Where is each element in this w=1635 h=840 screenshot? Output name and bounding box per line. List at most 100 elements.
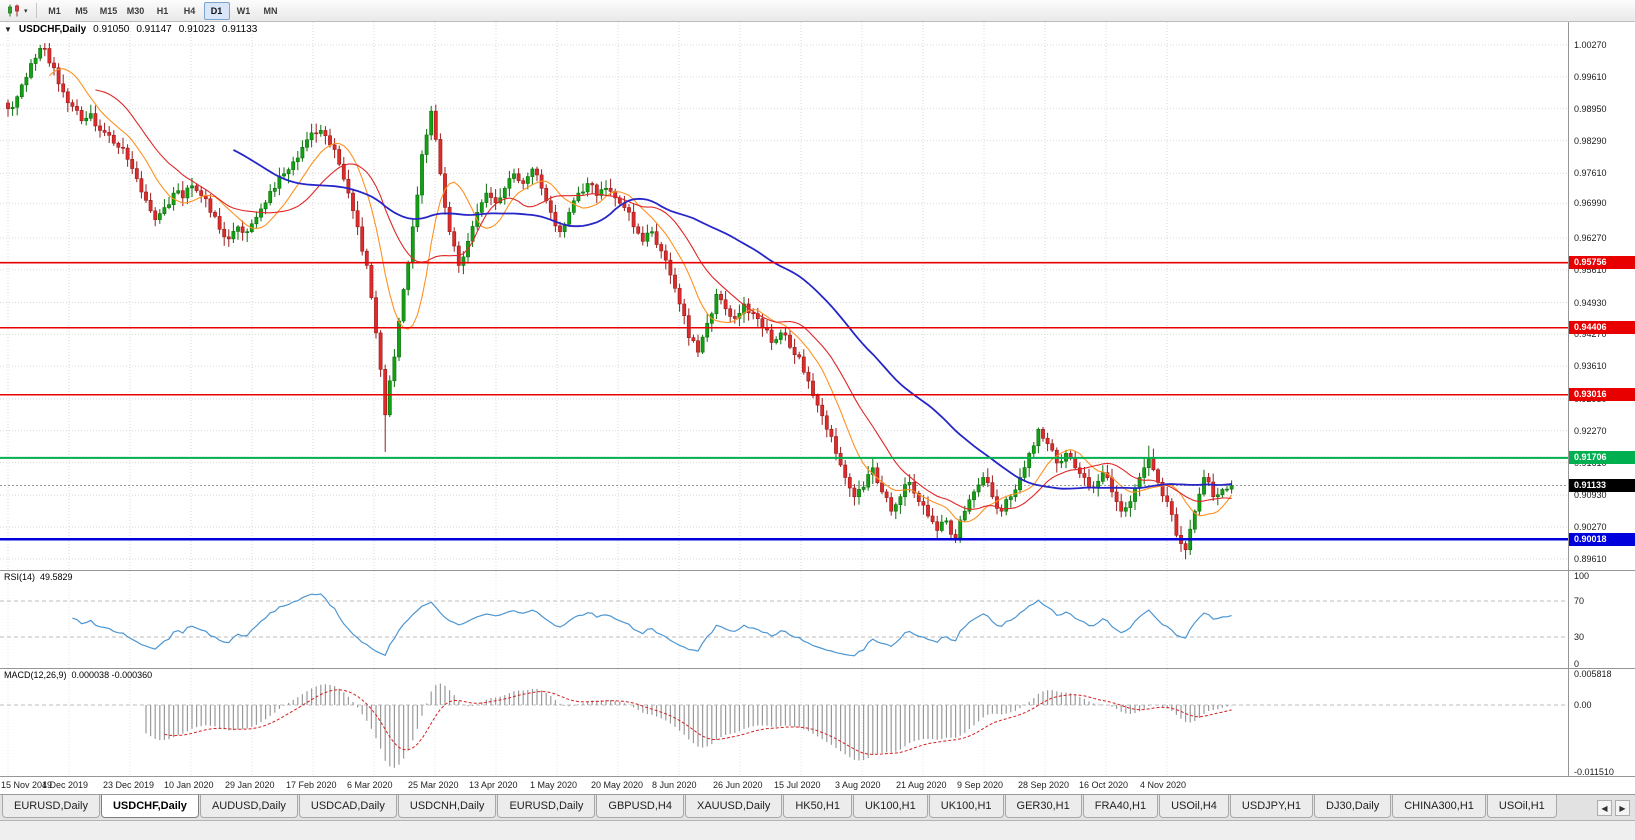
chart-tab-6-gbpusd-h4[interactable]: GBPUSD,H4 [596,795,684,818]
chart-tab-9-uk100-h1[interactable]: UK100,H1 [852,795,928,818]
price-tag: 0.94406 [1569,321,1635,334]
date-label: 17 Feb 2020 [286,780,337,790]
price-axis[interactable]: 1.00270 0.99610 0.98950 0.98290 0.97610 0.969… [1568,22,1635,570]
date-label: 23 Dec 2019 [103,780,155,790]
price-tag: 0.90018 [1569,533,1635,546]
date-label: 16 Oct 2020 [1079,780,1129,790]
date-label: 13 Apr 2020 [469,780,518,790]
date-label: 25 Mar 2020 [408,780,459,790]
candlestick-chart-icon [8,4,19,17]
tab-scroll-controls: ◀ ▶ [1594,798,1633,818]
axis-label: 0.90930 [1574,490,1607,500]
chart-tab-12-fra40-h1[interactable]: FRA40,H1 [1082,795,1159,818]
tab-scroll-right-icon[interactable]: ▶ [1615,800,1630,816]
timeframe-button-m5[interactable]: M5 [75,5,88,16]
axis-label: 0.96990 [1574,198,1607,208]
date-label: 28 Sep 2020 [1018,780,1070,790]
low-value: 0.91023 [178,24,215,35]
axis-label: 0.005818 [1574,669,1612,679]
macd-title: MACD(12,26,9) 0.000038 -0.000360 [4,670,152,680]
price-tag: 0.91133 [1569,479,1635,492]
macd-label: MACD(12,26,9) [4,670,67,680]
timeframe-button-h1[interactable]: H1 [156,5,169,16]
axis-label: 0.96270 [1574,233,1607,243]
timeframe-button-mn[interactable]: MN [263,5,278,16]
rsi-chart-svg [0,571,1568,668]
macd-chart-svg [0,669,1568,776]
axis-label: 0.94930 [1574,298,1607,308]
rsi-title: RSI(14) 49.5829 [4,572,73,582]
axis-label: 0.94270 [1574,329,1607,339]
axis-label: 30 [1574,632,1585,642]
timeframe-button-m1[interactable]: M1 [48,5,61,16]
axis-label: 0.92270 [1574,426,1607,436]
chart-tab-16-china300-h1[interactable]: CHINA300,H1 [1392,795,1486,818]
axis-label: 0.97610 [1574,168,1607,178]
axis-label: 0.00 [1574,700,1592,710]
one-click-trading-icon[interactable]: ▼ [4,25,12,34]
timeframe-button-w1[interactable]: W1 [236,5,251,16]
chart-tab-5-eurusd-daily[interactable]: EURUSD,Daily [497,795,596,818]
macd-chart[interactable]: MACD(12,26,9) 0.000038 -0.000360 [0,669,1568,776]
time-axis[interactable]: 15 Nov 2019 4 Dec 2019 23 Dec 2019 10 Jan 2… [0,776,1635,794]
dropdown-caret-icon: ▾ [24,7,28,15]
timeframe-button-m30[interactable]: M30 [126,5,145,16]
date-label: 4 Nov 2020 [1140,780,1187,790]
date-label: 4 Dec 2019 [42,780,89,790]
chart-window: ▼ USDCHF,Daily 0.91050 0.91147 0.91023 0… [0,22,1635,794]
axis-label: 0.99610 [1574,72,1607,82]
date-label: 1 May 2020 [530,780,578,790]
chart-tabs-bar: EURUSD,Daily USDCHF,Daily AUDUSD,Daily USDC… [0,794,1635,820]
axis-label: 70 [1574,596,1585,606]
rsi-chart[interactable]: RSI(14) 49.5829 [0,571,1568,668]
chart-tab-13-usoil-h4[interactable]: USOil,H4 [1159,795,1229,818]
chart-tab-4-usdcnh-daily[interactable]: USDCNH,Daily [397,795,497,818]
chart-tab-0-eurusd-daily[interactable]: EURUSD,Daily [2,795,100,818]
chart-tab-10-uk100-h1[interactable]: UK100,H1 [928,795,1004,818]
axis-label: 0.90270 [1574,522,1607,532]
rsi-value: 49.5829 [40,572,73,582]
chart-tab-11-ger30-h1[interactable]: GER30,H1 [1004,795,1082,818]
axis-label: 100 [1574,571,1590,581]
rsi-label: RSI(14) [4,572,36,582]
status-bar [0,820,1635,840]
high-value: 0.91147 [136,24,172,35]
axis-label: 0.98290 [1574,136,1607,146]
date-label: 15 Jul 2020 [774,780,821,790]
axis-label: 0.98950 [1574,104,1607,114]
macd-pane: MACD(12,26,9) 0.000038 -0.000360 0.00581… [0,668,1635,777]
tab-scroll-left-icon[interactable]: ◀ [1597,800,1612,816]
open-value: 0.91050 [93,24,130,35]
axis-label: 0.89610 [1574,554,1607,564]
chart-tab-2-audusd-daily[interactable]: AUDUSD,Daily [199,795,298,818]
chart-tab-8-hk50-h1[interactable]: HK50,H1 [783,795,852,818]
close-value: 0.91133 [221,24,258,35]
price-chart[interactable]: ▼ USDCHF,Daily 0.91050 0.91147 0.91023 0… [0,22,1568,570]
chart-type-button[interactable]: ▾ [4,3,31,18]
rsi-axis[interactable]: 100 70 30 0 [1568,571,1635,669]
timeframe-button-m15[interactable]: M15 [99,5,118,16]
chart-tab-17-usoil-h1[interactable]: USOil,H1 [1486,795,1557,818]
axis-label: 0 [1574,659,1580,669]
price-chart-svg [0,22,1568,570]
axis-label: -0.011510 [1574,767,1614,777]
timeframe-button-d1[interactable]: D1 [203,1,230,20]
date-label: 20 May 2020 [591,780,644,790]
price-tag: 0.93016 [1569,388,1635,401]
chart-tab-14-usdjpy-h1[interactable]: USDJPY,H1 [1229,795,1314,818]
chart-title: ▼ USDCHF,Daily 0.91050 0.91147 0.91023 0… [4,24,257,35]
chart-tab-3-usdcad-daily[interactable]: USDCAD,Daily [298,795,397,818]
chart-tab-15-dj30-daily[interactable]: DJ30,Daily [1314,795,1392,818]
price-tag: 0.95756 [1569,256,1635,269]
chart-tab-7-xauusd-daily[interactable]: XAUUSD,Daily [684,795,783,818]
toolbar-separator [35,3,37,18]
timeframe-button-h4[interactable]: H4 [183,5,196,16]
chart-tab-1-usdchf-daily[interactable]: USDCHF,Daily [100,795,199,818]
macd-axis[interactable]: 0.005818 0.00 -0.011510 [1568,669,1635,777]
chart-tabs: EURUSD,Daily USDCHF,Daily AUDUSD,Daily USDC… [2,795,1633,818]
date-label: 9 Sep 2020 [957,780,1004,790]
axis-label: 0.95610 [1574,265,1607,275]
rsi-pane: RSI(14) 49.5829 100 70 30 0 [0,570,1635,669]
date-label: 6 Mar 2020 [347,780,393,790]
